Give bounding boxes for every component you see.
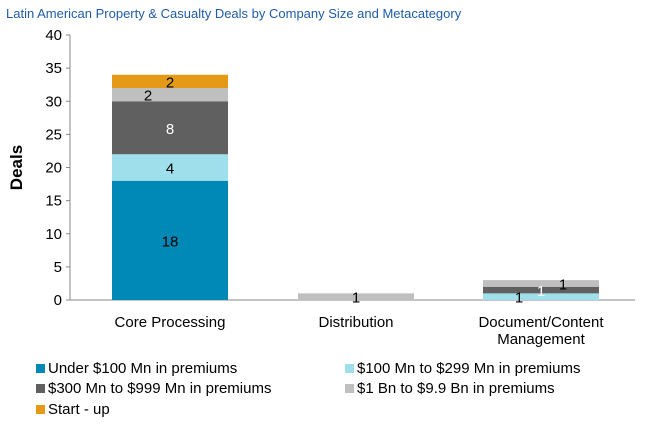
legend-item: Under $100 Mn in premiums [36,360,237,377]
y-tick-label: 35 [45,60,62,77]
bar-segment [112,101,228,155]
y-tick-label: 40 [45,27,62,44]
bar-segment [298,293,414,300]
legend-label: $100 Mn to $299 Mn in premiums [357,360,581,377]
legend-label: $1 Bn to $9.9 Bn in premiums [357,380,555,397]
chart-title: Latin American Property & Casualty Deals… [6,6,462,21]
legend-item: $1 Bn to $9.9 Bn in premiums [345,380,555,397]
legend-swatch [36,384,45,393]
data-label: 18 [162,233,179,250]
legend-swatch [345,364,354,373]
legend-label: Under $100 Mn in premiums [48,360,238,377]
data-label: 1 [352,290,360,307]
legend-item: $300 Mn to $999 Mn in premiums [36,380,271,397]
y-tick-label: 25 [45,126,62,143]
y-tick-label: 20 [45,160,62,177]
legend-swatch [345,384,354,393]
bar-segment [112,154,228,181]
y-tick-label: 10 [45,226,62,243]
bar-segment [112,180,228,300]
y-tick-label: 15 [45,193,62,210]
legend-swatch [36,405,45,414]
x-tick-label: Management [497,331,585,348]
y-tick-label: 30 [45,93,62,110]
data-label: 8 [166,121,174,138]
data-label: 1 [559,276,567,293]
data-label: 4 [166,161,174,178]
bar-segment [112,88,228,102]
bar-segment [483,280,599,287]
legend-item: $100 Mn to $299 Mn in premiums [345,360,580,377]
x-tick-label: Core Processing [115,314,226,331]
x-tick-label: Document/Content [478,314,604,331]
legend-label: $300 Mn to $999 Mn in premiums [48,380,272,397]
data-label: 1 [537,283,545,300]
data-label: 2 [166,74,174,91]
data-label: 2 [144,88,152,105]
legend-item: Start - up [36,401,110,418]
y-tick-label: 0 [54,292,62,309]
data-label: 1 [515,290,523,307]
bar-segment [483,293,599,300]
bar-segment [112,74,228,88]
legend-swatch [36,364,45,373]
bar-segment [483,286,599,294]
y-axis-label: Deals [7,145,26,190]
x-tick-label: Distribution [318,314,393,331]
legend-label: Start - up [48,401,110,418]
y-tick-label: 5 [54,259,62,276]
